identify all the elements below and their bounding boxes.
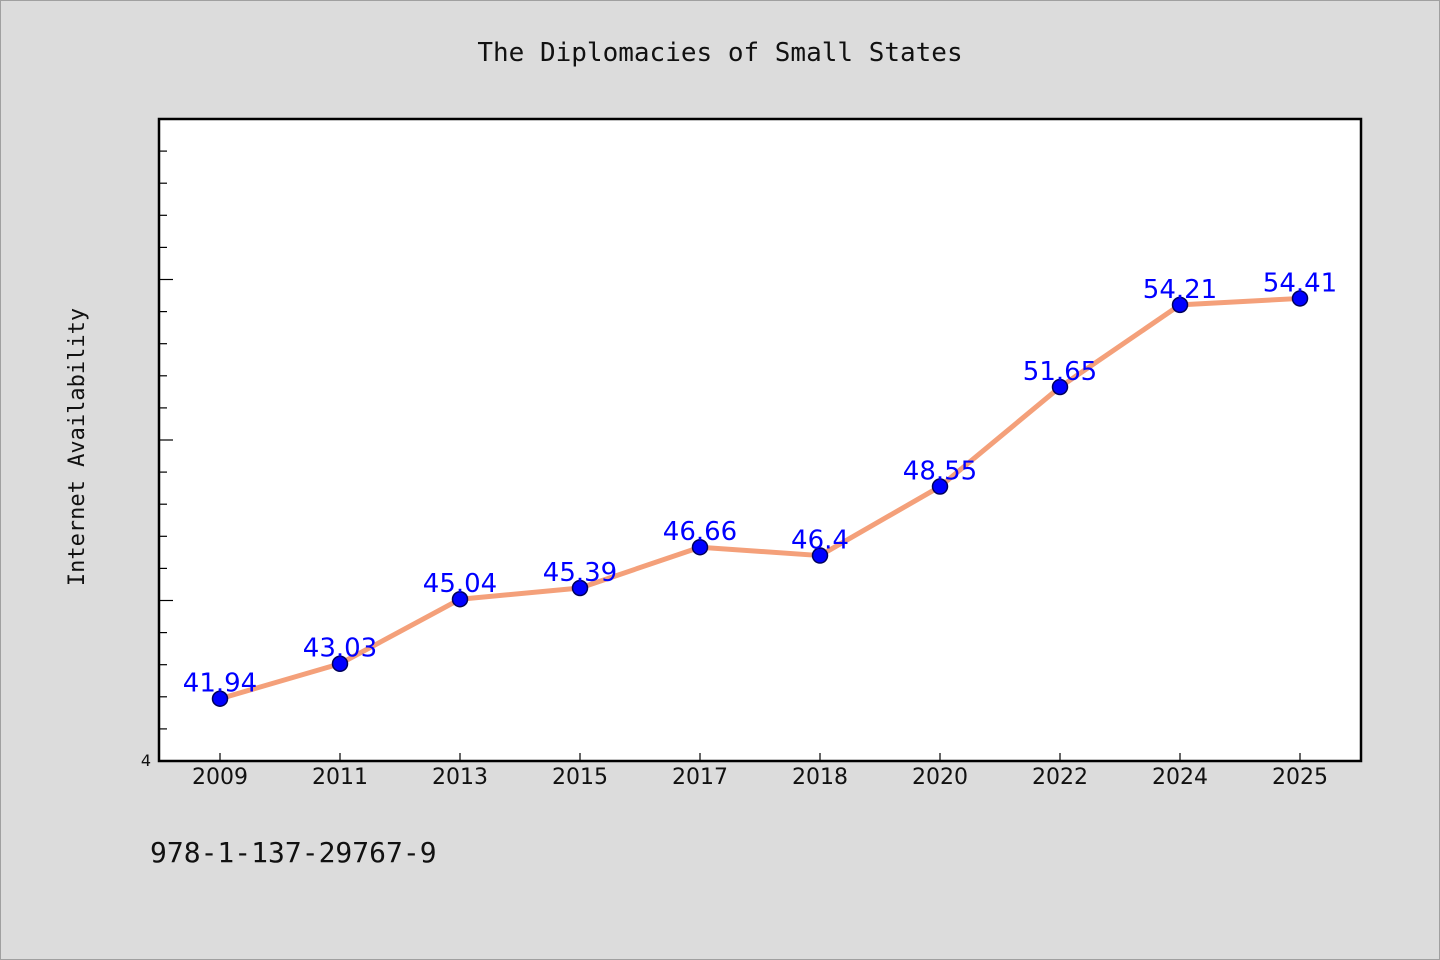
x-tick-label: 2020 <box>912 765 968 790</box>
data-point <box>811 547 829 564</box>
series-layer: 41.94 43.03 45.04 45.39 46.66 46.4 48.55 51.65 5… <box>183 268 1337 707</box>
data-label: 46.4 <box>791 526 849 556</box>
series-line <box>217 295 1303 702</box>
y-axis-ticks <box>159 150 173 730</box>
x-tick-label: 2018 <box>792 765 848 790</box>
x-tick-label: 2013 <box>432 765 488 790</box>
data-label: 46.66 <box>663 517 737 547</box>
data-point <box>1171 296 1189 314</box>
data-point <box>211 690 229 707</box>
data-point <box>331 655 349 672</box>
data-label: 45.39 <box>543 558 617 588</box>
x-tick-label: 2011 <box>312 765 368 790</box>
x-tick-label: 2024 <box>1152 765 1208 790</box>
chart-title: The Diplomacies of Small States <box>477 38 962 68</box>
data-label: 54.21 <box>1143 275 1217 305</box>
data-label: 51.65 <box>1023 357 1097 387</box>
data-label: 48.55 <box>903 457 977 487</box>
data-point <box>691 538 709 556</box>
x-tick-label: 2025 <box>1272 765 1328 790</box>
x-tick-label: 2015 <box>552 765 608 790</box>
data-point <box>571 579 589 597</box>
y-tick-label: 4 <box>141 751 151 770</box>
y-axis-label: Internet Availability <box>65 308 90 586</box>
data-label: 43.03 <box>303 634 377 664</box>
x-axis-ticks: 2009 2011 2013 2015 2017 2018 2020 2022 2024 2025 <box>192 753 1328 790</box>
data-point <box>931 478 949 495</box>
data-point <box>1291 290 1309 307</box>
data-label: 45.04 <box>423 569 497 599</box>
x-tick-label: 2022 <box>1032 765 1088 790</box>
data-point <box>1051 378 1069 396</box>
data-point <box>451 590 469 608</box>
x-tick-label: 2009 <box>192 765 248 790</box>
data-label: 54.41 <box>1263 268 1337 298</box>
data-label: 41.94 <box>183 669 257 699</box>
isbn-text: 978-1-137-29767-9 <box>150 836 437 869</box>
x-tick-label: 2017 <box>672 765 728 790</box>
